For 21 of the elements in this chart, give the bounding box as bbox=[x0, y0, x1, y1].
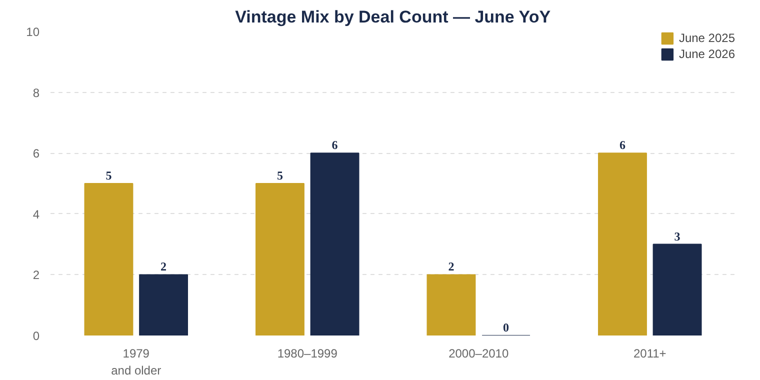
x-tick-label: 1979 and older bbox=[111, 346, 162, 378]
x-tick-label: 2000–2010 bbox=[448, 346, 509, 360]
x-tick-label: 1980–1999 bbox=[277, 346, 338, 360]
data-label: 2 bbox=[448, 260, 454, 274]
y-tick-label: 0 bbox=[32, 329, 40, 343]
data-label: 0 bbox=[503, 320, 510, 334]
legend-label: June 2026 bbox=[678, 47, 735, 61]
y-tick-label: 10 bbox=[26, 25, 40, 39]
legend-label: June 2025 bbox=[678, 31, 735, 45]
y-tick-label: 8 bbox=[32, 86, 40, 100]
chart-title: Vintage Mix by Deal Count — June YoY bbox=[235, 8, 552, 26]
data-label: 6 bbox=[619, 138, 626, 152]
data-label: 5 bbox=[276, 168, 283, 182]
x-tick-label: 2011+ bbox=[633, 346, 666, 360]
data-label: 6 bbox=[332, 138, 338, 152]
data-label: 2 bbox=[160, 260, 167, 274]
y-tick-label: 4 bbox=[32, 207, 40, 222]
data-label: 5 bbox=[106, 168, 112, 182]
y-tick-label: 6 bbox=[32, 146, 40, 161]
data-label: 3 bbox=[674, 229, 680, 244]
y-tick-label: 2 bbox=[32, 268, 40, 282]
